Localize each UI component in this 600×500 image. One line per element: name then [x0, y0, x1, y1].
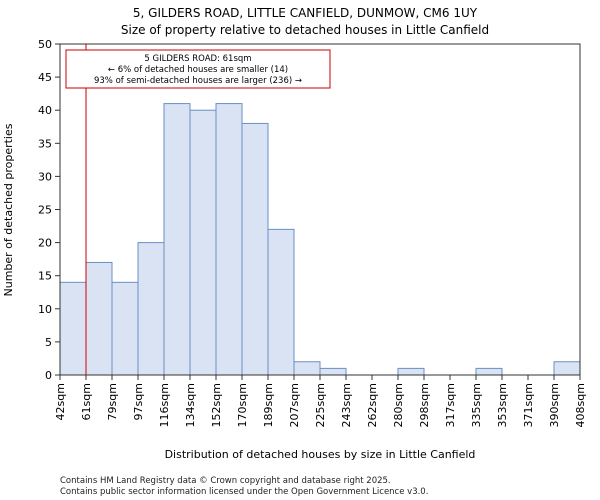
y-tick-label: 0: [45, 369, 52, 382]
annotation-box: 5 GILDERS ROAD: 61sqm ← 6% of detached h…: [65, 49, 331, 89]
y-tick-label: 25: [38, 204, 52, 217]
x-tick-label: 152sqm: [210, 383, 223, 427]
y-tick-label: 45: [38, 71, 52, 84]
bar-189sqm: [267, 228, 295, 376]
x-tick-label: 390sqm: [548, 383, 561, 427]
bar-335sqm: [475, 367, 503, 376]
bar-79sqm: [111, 281, 139, 376]
x-tick-label: 353sqm: [496, 383, 509, 427]
x-tick-label: 371sqm: [522, 383, 535, 427]
bar-61sqm: [85, 261, 113, 376]
y-tick-label: 40: [38, 104, 52, 117]
y-tick-label: 35: [38, 137, 52, 150]
x-tick-label: 189sqm: [262, 383, 275, 427]
x-tick-label: 280sqm: [392, 383, 405, 427]
x-tick-label: 262sqm: [366, 383, 379, 427]
y-tick-label: 20: [38, 237, 52, 250]
x-axis-label: Distribution of detached houses by size …: [165, 448, 476, 461]
bar-390sqm: [553, 361, 581, 376]
y-tick-label: 30: [38, 170, 52, 183]
y-axis-label: Number of detached properties: [2, 123, 15, 296]
x-tick-label: 116sqm: [158, 383, 171, 427]
bar-116sqm: [163, 103, 191, 376]
footer-line-1: Contains HM Land Registry data © Crown c…: [60, 476, 391, 486]
footer-line-2: Contains public sector information licen…: [60, 487, 428, 497]
x-tick-label: 42sqm: [54, 383, 67, 420]
x-tick-label: 207sqm: [288, 383, 301, 427]
plot-frame: [59, 43, 581, 376]
x-tick-label: 170sqm: [236, 383, 249, 427]
x-tick-label: 298sqm: [418, 383, 431, 427]
x-tick-label: 134sqm: [184, 383, 197, 427]
annotation-line-3: 93% of semi-detached houses are larger (…: [94, 76, 302, 86]
x-tick-label: 61sqm: [80, 383, 93, 420]
bar-97sqm: [137, 242, 165, 376]
x-tick-label: 335sqm: [470, 383, 483, 427]
x-axis: 42sqm 61sqm 79sqm 97sqm 116sqm 134sqm 152sqm 17…: [54, 375, 587, 427]
annotation-line-1: 5 GILDERS ROAD: 61sqm: [144, 54, 251, 64]
bar-225sqm: [319, 367, 347, 376]
x-tick-label: 225sqm: [314, 383, 327, 427]
y-tick-label: 10: [38, 303, 52, 316]
bar-170sqm: [241, 122, 269, 376]
x-tick-label: 243sqm: [340, 383, 353, 427]
chart-title: 5, GILDERS ROAD, LITTLE CANFIELD, DUNMOW…: [133, 6, 478, 20]
x-tick-label: 317sqm: [444, 383, 457, 427]
bar-152sqm: [215, 103, 243, 376]
annotation-line-2: ← 6% of detached houses are smaller (14): [108, 65, 288, 75]
y-tick-label: 5: [45, 336, 52, 349]
x-tick-label: 408sqm: [574, 383, 587, 427]
bars-group: [59, 103, 581, 376]
y-tick-label: 15: [38, 270, 52, 283]
bar-42sqm: [59, 281, 87, 376]
bar-134sqm: [189, 109, 217, 376]
chart-subtitle: Size of property relative to detached ho…: [121, 23, 489, 37]
bar-207sqm: [293, 361, 321, 376]
x-tick-label: 79sqm: [106, 383, 119, 420]
bar-280sqm: [397, 367, 425, 376]
y-tick-label: 50: [38, 38, 52, 51]
x-tick-label: 97sqm: [132, 383, 145, 420]
y-axis: 0 5 10 15 20 25 30 35 40 45 50: [38, 38, 60, 382]
